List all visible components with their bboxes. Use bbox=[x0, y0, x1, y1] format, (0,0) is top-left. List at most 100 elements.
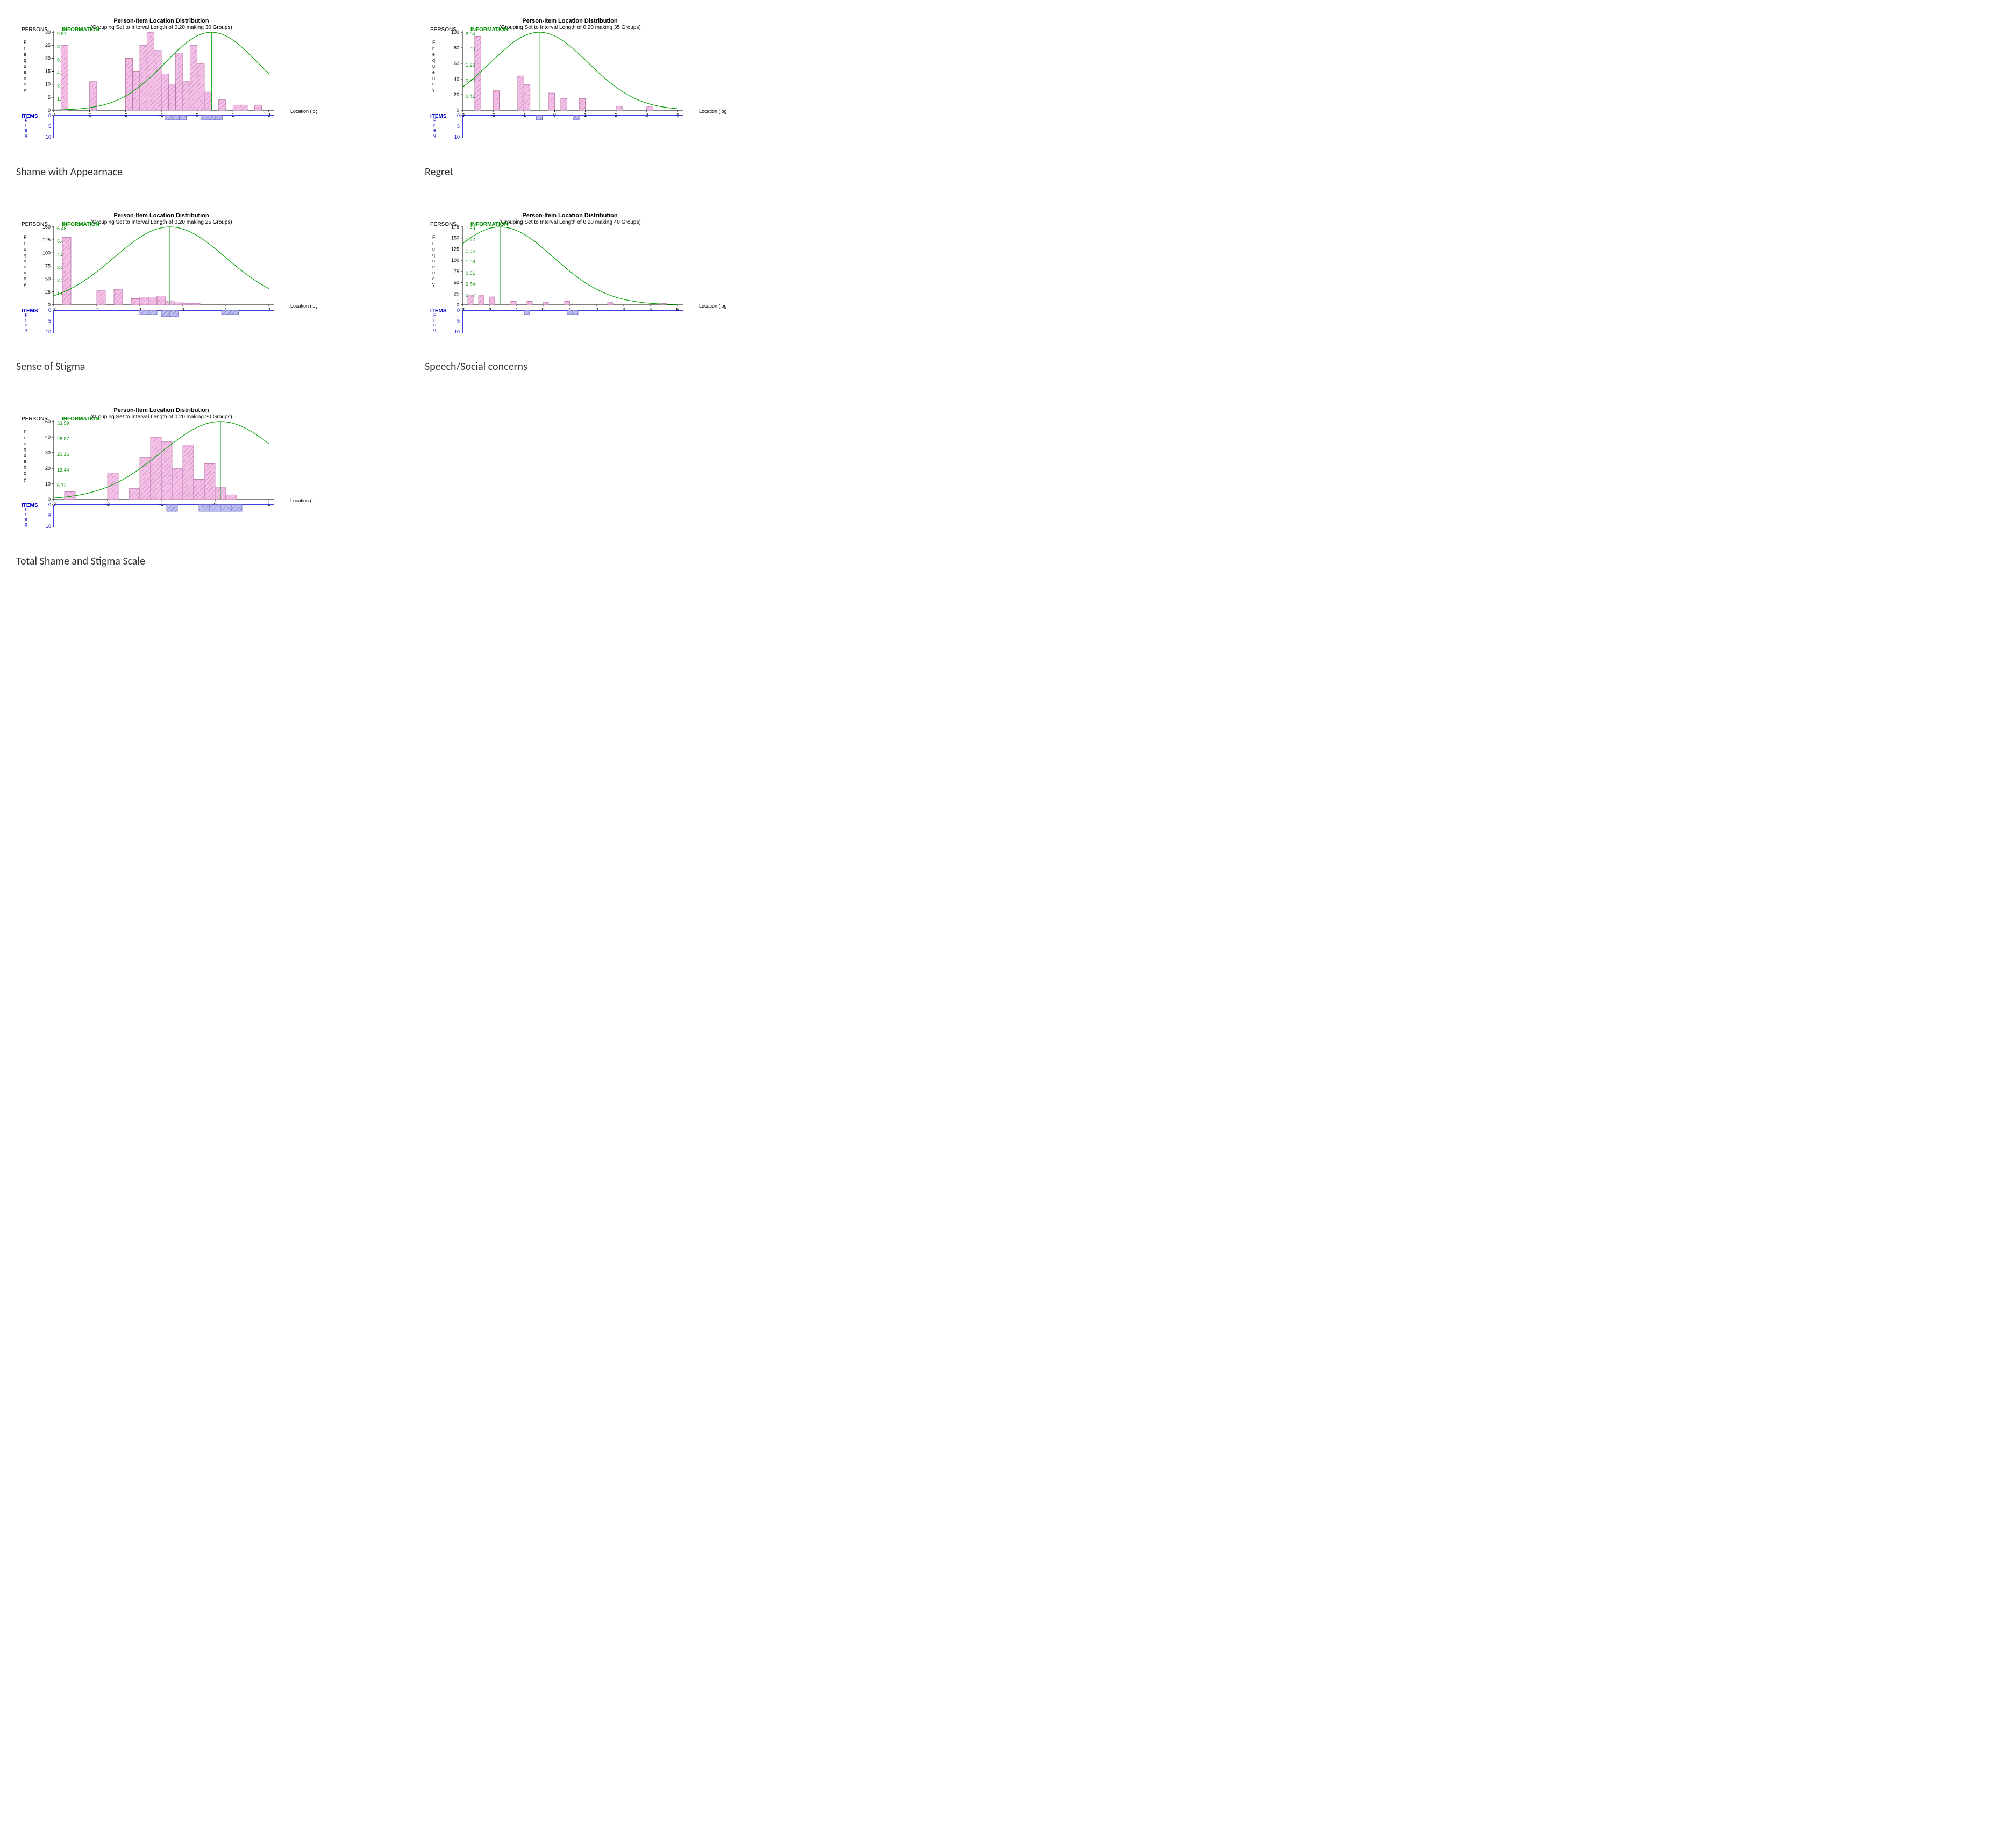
svg-text:e: e bbox=[24, 246, 26, 252]
person-bar bbox=[254, 105, 261, 110]
person-bar bbox=[204, 463, 215, 500]
item-bar bbox=[210, 505, 220, 511]
svg-text:1: 1 bbox=[584, 112, 587, 118]
svg-text:0: 0 bbox=[48, 113, 51, 118]
svg-text:q: q bbox=[433, 132, 436, 138]
person-bar bbox=[129, 489, 140, 500]
svg-text:-1: -1 bbox=[522, 112, 526, 118]
svg-text:1: 1 bbox=[267, 502, 270, 507]
svg-text:r: r bbox=[432, 46, 434, 51]
person-bar bbox=[548, 93, 554, 110]
svg-text:u: u bbox=[432, 258, 435, 263]
svg-text:y: y bbox=[432, 282, 435, 287]
svg-text:(Grouping Set to Interval Leng: (Grouping Set to Interval Length of 0.20… bbox=[90, 219, 232, 225]
person-bar bbox=[140, 297, 148, 305]
svg-text:e: e bbox=[24, 52, 26, 57]
svg-text:3: 3 bbox=[645, 112, 648, 118]
chart-box: Person-Item Location Distribution(Groupi… bbox=[16, 16, 317, 156]
svg-text:30: 30 bbox=[45, 30, 51, 35]
item-bar bbox=[208, 116, 215, 120]
person-bar bbox=[161, 442, 172, 500]
svg-text:q: q bbox=[432, 58, 435, 63]
svg-text:F: F bbox=[24, 40, 27, 45]
svg-text:100: 100 bbox=[451, 30, 459, 35]
svg-text:2: 2 bbox=[615, 112, 617, 118]
person-bar bbox=[240, 105, 247, 110]
svg-text:5: 5 bbox=[457, 318, 460, 324]
svg-text:-2: -2 bbox=[491, 112, 495, 118]
person-bar bbox=[191, 303, 200, 305]
svg-text:0: 0 bbox=[196, 112, 198, 118]
person-bar bbox=[131, 298, 140, 305]
svg-text:INFORMATION: INFORMATION bbox=[470, 222, 508, 227]
svg-text:2.04: 2.04 bbox=[466, 31, 475, 37]
item-bar bbox=[230, 310, 239, 315]
svg-text:PERSONS: PERSONS bbox=[22, 27, 48, 33]
person-bar bbox=[168, 84, 175, 110]
svg-text:Location (logits): Location (logits) bbox=[290, 498, 317, 503]
item-bar bbox=[165, 116, 172, 120]
item-bar bbox=[524, 310, 530, 315]
svg-text:0: 0 bbox=[457, 113, 460, 118]
svg-text:Person-Item Location Distribut: Person-Item Location Distribution bbox=[522, 212, 618, 219]
svg-text:25: 25 bbox=[45, 289, 51, 295]
svg-text:n: n bbox=[432, 75, 435, 81]
svg-text:0: 0 bbox=[457, 308, 460, 313]
svg-text:q: q bbox=[24, 447, 26, 452]
svg-text:13.44: 13.44 bbox=[57, 467, 69, 473]
person-bar bbox=[475, 36, 481, 110]
svg-text:50: 50 bbox=[454, 280, 459, 286]
svg-text:4: 4 bbox=[676, 112, 679, 118]
svg-text:e: e bbox=[24, 264, 26, 269]
person-bar bbox=[616, 106, 622, 110]
svg-text:Location (logits): Location (logits) bbox=[290, 109, 317, 114]
svg-text:q: q bbox=[433, 327, 436, 332]
svg-text:ITEMS: ITEMS bbox=[22, 113, 38, 119]
svg-text:-2: -2 bbox=[95, 307, 99, 312]
svg-text:c: c bbox=[24, 81, 26, 87]
person-bar bbox=[527, 301, 532, 305]
svg-text:2: 2 bbox=[595, 307, 598, 312]
svg-text:5: 5 bbox=[48, 95, 51, 100]
svg-text:-1: -1 bbox=[159, 502, 163, 507]
chart-caption: Regret bbox=[425, 166, 769, 179]
person-bar bbox=[97, 290, 105, 305]
person-bar bbox=[489, 297, 495, 305]
chart-caption: Total Shame and Stigma Scale bbox=[16, 555, 360, 568]
item-bar bbox=[573, 310, 578, 315]
item-bar bbox=[567, 310, 573, 315]
svg-text:(Grouping Set to Interval Leng: (Grouping Set to Interval Length of 0.20… bbox=[90, 414, 232, 420]
svg-text:50: 50 bbox=[45, 276, 51, 282]
svg-text:INFORMATION: INFORMATION bbox=[62, 222, 99, 227]
svg-text:Location (logits): Location (logits) bbox=[699, 303, 726, 309]
svg-text:0.81: 0.81 bbox=[466, 270, 475, 276]
svg-text:20: 20 bbox=[45, 55, 51, 61]
svg-text:n: n bbox=[24, 75, 26, 81]
chart-panel: Person-Item Location Distribution(Groupi… bbox=[425, 211, 769, 373]
svg-text:10: 10 bbox=[45, 481, 51, 487]
svg-text:0: 0 bbox=[48, 308, 51, 313]
person-bar bbox=[61, 45, 68, 110]
person-bar bbox=[518, 76, 524, 110]
svg-text:20: 20 bbox=[45, 466, 51, 471]
person-bar bbox=[62, 237, 71, 305]
person-bar bbox=[154, 51, 161, 110]
svg-text:q: q bbox=[24, 58, 26, 63]
chart-box: Person-Item Location Distribution(Groupi… bbox=[425, 16, 726, 156]
svg-text:33.59: 33.59 bbox=[57, 420, 69, 426]
svg-text:1.08: 1.08 bbox=[466, 259, 475, 265]
svg-text:0: 0 bbox=[48, 502, 51, 508]
svg-text:1.23: 1.23 bbox=[466, 62, 475, 68]
person-bar bbox=[197, 63, 204, 110]
svg-text:40: 40 bbox=[45, 434, 51, 440]
svg-text:0.54: 0.54 bbox=[466, 282, 475, 287]
svg-text:-1: -1 bbox=[514, 307, 518, 312]
chart-box: Person-Item Location Distribution(Groupi… bbox=[425, 211, 726, 351]
svg-text:15: 15 bbox=[45, 69, 51, 74]
item-bar bbox=[220, 505, 231, 511]
item-bar bbox=[536, 116, 542, 120]
svg-text:6.48: 6.48 bbox=[57, 226, 67, 231]
svg-text:-2: -2 bbox=[487, 307, 491, 312]
svg-text:150: 150 bbox=[451, 236, 459, 241]
person-bar bbox=[579, 98, 585, 110]
